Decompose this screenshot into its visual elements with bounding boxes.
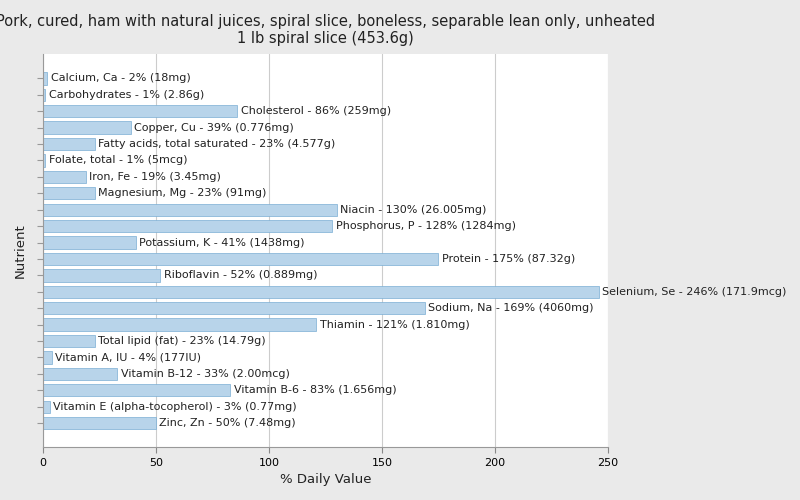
Bar [43, 170, 86, 183]
Bar [43, 302, 425, 314]
Bar [43, 154, 45, 166]
Bar [43, 220, 332, 232]
Bar [43, 72, 47, 85]
Text: Magnesium, Mg - 23% (91mg): Magnesium, Mg - 23% (91mg) [98, 188, 266, 198]
Text: Selenium, Se - 246% (171.9mcg): Selenium, Se - 246% (171.9mcg) [602, 287, 786, 297]
Bar [43, 318, 316, 331]
Title: Pork, cured, ham with natural juices, spiral slice, boneless, separable lean onl: Pork, cured, ham with natural juices, sp… [0, 14, 655, 46]
Text: Carbohydrates - 1% (2.86g): Carbohydrates - 1% (2.86g) [49, 90, 204, 100]
Bar [43, 253, 438, 265]
Text: Phosphorus, P - 128% (1284mg): Phosphorus, P - 128% (1284mg) [335, 221, 515, 231]
Bar [43, 384, 230, 396]
Text: Niacin - 130% (26.005mg): Niacin - 130% (26.005mg) [340, 204, 486, 214]
Text: Protein - 175% (87.32g): Protein - 175% (87.32g) [442, 254, 575, 264]
Bar [43, 335, 95, 347]
Text: Thiamin - 121% (1.810mg): Thiamin - 121% (1.810mg) [320, 320, 470, 330]
Text: Copper, Cu - 39% (0.776mg): Copper, Cu - 39% (0.776mg) [134, 122, 294, 132]
Text: Vitamin B-6 - 83% (1.656mg): Vitamin B-6 - 83% (1.656mg) [234, 386, 397, 396]
Text: Cholesterol - 86% (259mg): Cholesterol - 86% (259mg) [241, 106, 390, 116]
Text: Riboflavin - 52% (0.889mg): Riboflavin - 52% (0.889mg) [164, 270, 318, 280]
Bar [43, 269, 160, 281]
Bar [43, 368, 118, 380]
Text: Folate, total - 1% (5mcg): Folate, total - 1% (5mcg) [49, 156, 187, 166]
Bar [43, 105, 238, 118]
Text: Vitamin A, IU - 4% (177IU): Vitamin A, IU - 4% (177IU) [55, 352, 202, 362]
Text: Vitamin E (alpha-tocopherol) - 3% (0.77mg): Vitamin E (alpha-tocopherol) - 3% (0.77m… [53, 402, 297, 411]
Bar [43, 400, 50, 413]
Bar [43, 187, 95, 200]
Bar [43, 122, 131, 134]
Bar [43, 417, 156, 430]
Text: Sodium, Na - 169% (4060mg): Sodium, Na - 169% (4060mg) [428, 303, 594, 313]
Text: Fatty acids, total saturated - 23% (4.577g): Fatty acids, total saturated - 23% (4.57… [98, 139, 335, 149]
Bar [43, 286, 599, 298]
Text: Calcium, Ca - 2% (18mg): Calcium, Ca - 2% (18mg) [50, 74, 190, 84]
Text: Potassium, K - 41% (1438mg): Potassium, K - 41% (1438mg) [139, 238, 305, 248]
Text: Vitamin B-12 - 33% (2.00mcg): Vitamin B-12 - 33% (2.00mcg) [121, 369, 290, 379]
Bar [43, 204, 337, 216]
Bar [43, 138, 95, 150]
Bar [43, 236, 135, 248]
Text: Total lipid (fat) - 23% (14.79g): Total lipid (fat) - 23% (14.79g) [98, 336, 266, 346]
Text: Zinc, Zn - 50% (7.48mg): Zinc, Zn - 50% (7.48mg) [159, 418, 296, 428]
Bar [43, 88, 45, 101]
X-axis label: % Daily Value: % Daily Value [280, 473, 371, 486]
Bar [43, 352, 52, 364]
Text: Iron, Fe - 19% (3.45mg): Iron, Fe - 19% (3.45mg) [89, 172, 221, 182]
Y-axis label: Nutrient: Nutrient [14, 224, 27, 278]
